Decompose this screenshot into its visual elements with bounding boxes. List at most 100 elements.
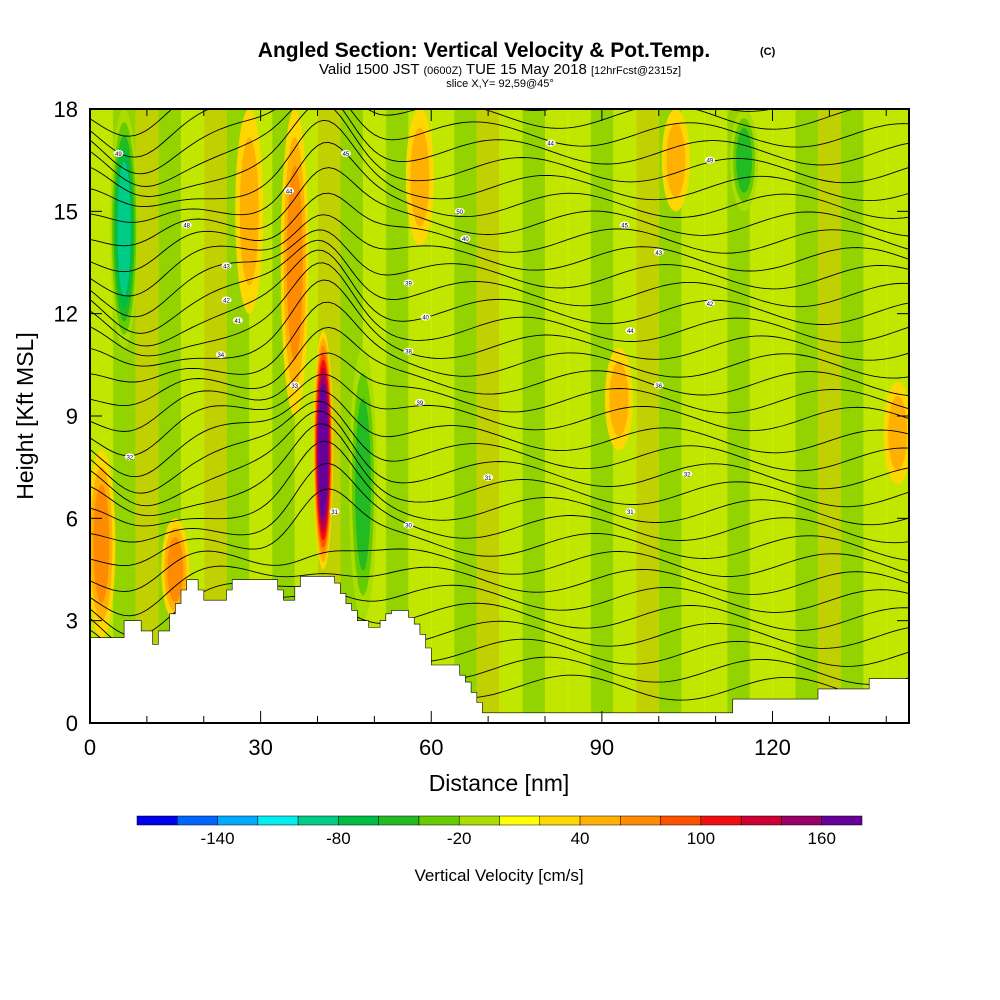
theta-contour (90, 440, 909, 527)
colorbar-swatch (418, 815, 460, 826)
colorbar-swatch (257, 815, 299, 826)
theta-label-text: 41 (235, 319, 242, 325)
theta-label-text: 38 (405, 350, 412, 356)
theta-label-text: 33 (291, 384, 298, 390)
theta-label-text: 49 (115, 152, 122, 158)
colorbar-title: Vertical Velocity [cm/s] (414, 866, 583, 885)
theta-label: 39 (403, 279, 414, 287)
theta-contour (90, 249, 909, 347)
colorbar-tick-label: 100 (687, 829, 715, 848)
theta-label: 45 (340, 149, 351, 158)
theta-contour (90, 582, 909, 637)
theta-label: 49 (113, 149, 124, 158)
y-tick-label: 0 (66, 711, 78, 736)
theta-contour (90, 410, 909, 507)
theta-label: 41 (232, 316, 243, 325)
velocity-feature (609, 361, 629, 437)
theta-labels: 49 48 43 42 41 34 44 33 45 32 31 30 39 38 39 40 50 40 31 44… (113, 139, 715, 530)
theta-label-text: 43 (655, 251, 662, 257)
theta-label: 39 (414, 398, 425, 407)
velocity-feature (93, 484, 110, 604)
x-tick-label: 60 (419, 735, 443, 760)
theta-label-text: 30 (405, 524, 412, 530)
theta-label: 43 (221, 262, 232, 270)
colorbar-swatch (821, 815, 863, 826)
x-tick-label: 0 (84, 735, 96, 760)
colorbar-swatch (700, 815, 742, 826)
velocity-feature (239, 137, 259, 286)
colorbar-swatch (177, 815, 218, 826)
theta-contour (90, 488, 909, 567)
theta-label: 40 (460, 235, 471, 243)
theta-label: 43 (653, 248, 664, 257)
y-tick-label: 9 (66, 404, 78, 429)
theta-label-text: 31 (627, 510, 634, 516)
colorbar-swatch (458, 815, 500, 826)
theta-contour (90, 390, 909, 478)
field-band (704, 109, 728, 723)
colorbar-swatch (136, 815, 178, 826)
theta-label-text: 39 (405, 281, 412, 287)
velocity-feature (410, 127, 430, 227)
field-band (818, 109, 842, 723)
theta-contour (90, 109, 909, 197)
theta-label-text: 42 (223, 299, 230, 305)
colorbar-swatch (740, 815, 782, 826)
theta-label-text: 39 (417, 401, 424, 407)
theta-label-text: 49 (707, 159, 714, 165)
theta-label-text: 34 (217, 353, 224, 359)
field-band (567, 109, 591, 723)
x-tick-label: 120 (754, 735, 791, 760)
theta-contour (90, 462, 909, 544)
theta-contour (90, 109, 909, 187)
theta-label: 34 (215, 351, 226, 359)
theta-label-text: 43 (223, 264, 230, 270)
terrain (90, 576, 909, 723)
theta-contour (90, 109, 909, 158)
valid-prefix: Valid 1500 JST (319, 61, 419, 78)
theta-label-text: 44 (627, 329, 634, 335)
colorbar-tick-label: -140 (201, 829, 235, 848)
velocity-feature (888, 395, 908, 471)
colorbar-swatch (297, 815, 339, 826)
field-band (135, 109, 159, 723)
y-tick-label: 15 (54, 199, 78, 224)
valid-utc: (0600Z) (423, 65, 462, 77)
theta-contour (90, 301, 909, 383)
theta-label: 38 (403, 347, 414, 356)
theta-label: 42 (704, 299, 715, 308)
x-tick-label: 90 (590, 735, 614, 760)
field-band (545, 109, 569, 723)
copyright-mark: (C) (760, 46, 776, 58)
chart-title: Angled Section: Vertical Velocity & Pot.… (258, 39, 710, 62)
field-band (590, 109, 614, 723)
colorbar: -140 -80 -20 40 100 160 (136, 815, 863, 848)
velocity-field (90, 109, 909, 723)
theta-label: 44 (545, 139, 556, 148)
velocity-feature (666, 123, 686, 198)
velocity-feature (117, 161, 131, 296)
field-band (499, 109, 523, 723)
colorbar-tick-label: 40 (571, 829, 590, 848)
y-tick-label: 3 (66, 609, 78, 634)
theta-label: 32 (682, 470, 693, 478)
colorbar-tick-label: -20 (447, 829, 472, 848)
theta-label: 49 (704, 156, 715, 165)
theta-label-text: 42 (707, 302, 714, 308)
colorbar-swatch (620, 815, 661, 826)
valid-time-line: Valid 1500 JST (0600Z) TUE 15 May 2018 [… (319, 61, 681, 78)
theta-contour (90, 373, 909, 457)
field-band (522, 109, 546, 723)
theta-contour (90, 109, 909, 175)
valid-date: TUE 15 May 2018 (466, 61, 587, 78)
theta-label-text: 45 (621, 223, 628, 229)
theta-contour (90, 548, 909, 593)
theta-contours (90, 109, 909, 703)
theta-label: 31 (329, 508, 340, 516)
theta-contour (90, 239, 909, 334)
theta-contour (90, 214, 909, 297)
theta-label: 44 (284, 187, 295, 195)
field-band (454, 109, 478, 723)
field-band (203, 109, 227, 723)
